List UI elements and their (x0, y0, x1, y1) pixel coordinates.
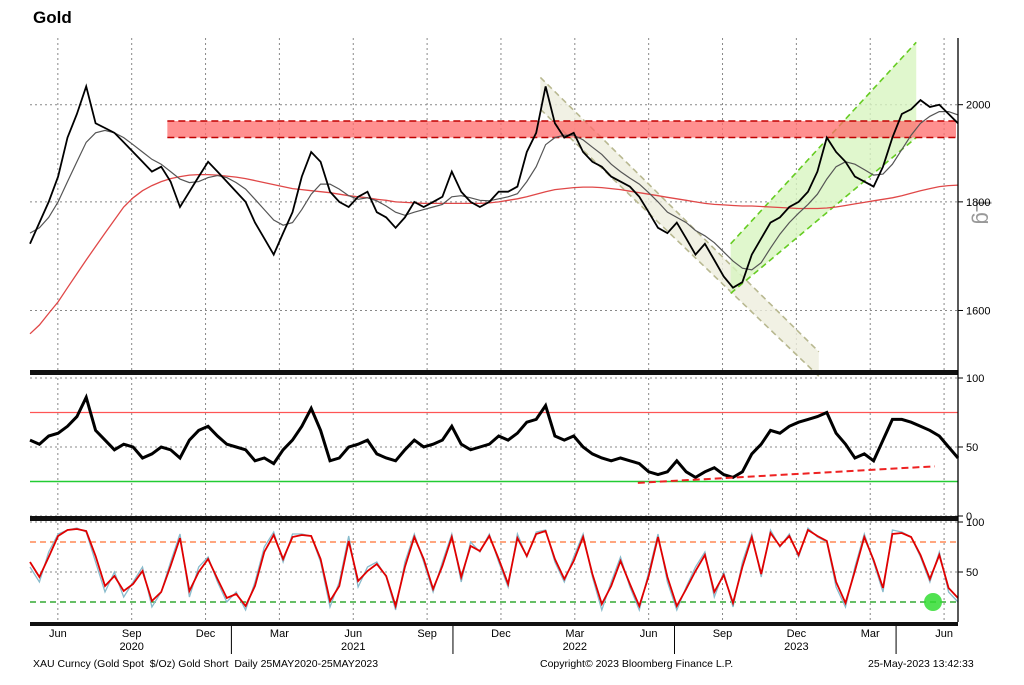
x-month-label: Mar (270, 628, 289, 640)
x-year-label: 2021 (341, 641, 365, 653)
price-y-tick-label: 1800 (966, 197, 990, 209)
stochastic-panel (29, 526, 959, 613)
uptrend-channel-lower (730, 136, 917, 294)
x-month-label: Dec (196, 628, 216, 640)
footer-copyright: Copyright© 2023 Bloomberg Finance L.P. (540, 658, 734, 670)
footer-instrument: XAU Curncy (Gold Spot $/Oz) Gold Short D… (33, 658, 379, 670)
stoch-y-tick-label: 50 (966, 567, 978, 579)
x-month-label: Mar (861, 628, 880, 640)
x-month-label: Jun (640, 628, 658, 640)
rsi-y-tick-label: 50 (966, 442, 978, 454)
rsi-support-line (637, 465, 935, 484)
x-month-label: Mar (565, 628, 584, 640)
x-month-label: Sep (713, 628, 733, 640)
price-y-tick-label: 2000 (966, 100, 990, 112)
x-year-label: 2023 (784, 641, 808, 653)
downtrend-channel-lower (539, 108, 820, 377)
x-year-label: 2022 (563, 641, 587, 653)
x-month-label: Dec (787, 628, 807, 640)
uptrend-channel-upper (730, 41, 917, 245)
chart-title: Gold (33, 8, 72, 27)
stoch-highlight-marker (924, 593, 942, 611)
rsi-line (29, 393, 960, 480)
rsi-y-tick-label: 0 (966, 511, 972, 523)
stoch-d-line (29, 528, 959, 610)
footer-timestamp: 25-May-2023 13:42:33 (868, 658, 974, 670)
x-month-label: Dec (491, 628, 511, 640)
panel-separator-1 (30, 370, 958, 375)
scale-label: Lg (971, 200, 996, 224)
axes: Lg 1600 1800 2000 0 50 100 50 100 Jun Sep Dec Mar Jun… (30, 38, 996, 654)
x-month-label: Sep (122, 628, 142, 640)
x-year-label: 2020 (119, 641, 143, 653)
x-month-label: Jun (49, 628, 67, 640)
stoch-y-tick-label: 100 (966, 517, 984, 529)
price-panel (29, 41, 959, 377)
x-axis-bar (30, 622, 958, 626)
price-y-tick-label: 1600 (966, 305, 990, 317)
resistance-band (167, 120, 956, 138)
x-month-label: Jun (344, 628, 362, 640)
rsi-y-tick-label: 100 (966, 373, 984, 385)
price-line (29, 83, 959, 289)
moving-average-short (29, 110, 959, 271)
x-month-label: Sep (417, 628, 437, 640)
rsi-panel (29, 393, 960, 484)
uptrend-channel-fill (730, 42, 917, 294)
panel-separator-2 (30, 516, 958, 521)
x-month-label: Jun (935, 628, 953, 640)
